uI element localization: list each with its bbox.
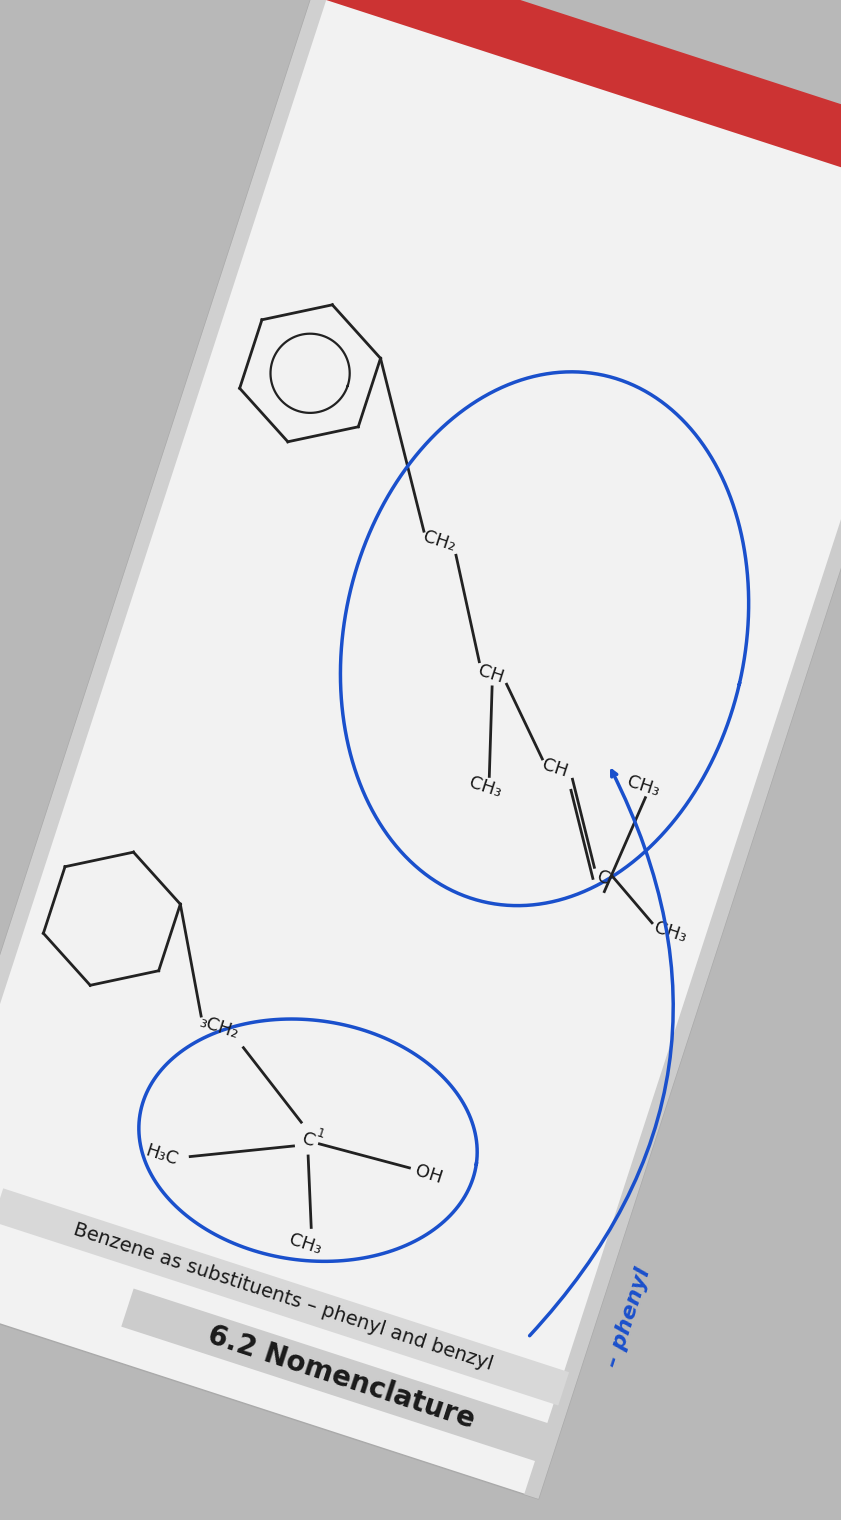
- Text: CH₂: CH₂: [420, 527, 458, 555]
- Text: C: C: [299, 1129, 317, 1151]
- Polygon shape: [0, 0, 332, 1294]
- Text: H₃C: H₃C: [142, 1142, 180, 1169]
- Polygon shape: [0, 1189, 569, 1406]
- Text: ₃CH₂: ₃CH₂: [197, 1012, 241, 1041]
- Polygon shape: [524, 182, 841, 1499]
- Polygon shape: [312, 0, 841, 205]
- Text: – phenyl: – phenyl: [603, 1266, 654, 1371]
- Text: OH: OH: [413, 1161, 444, 1187]
- Text: C: C: [595, 868, 612, 889]
- Text: CH₃: CH₃: [467, 774, 504, 801]
- Text: CH₃: CH₃: [652, 918, 689, 945]
- Text: CH: CH: [540, 755, 570, 781]
- Text: Benzene as substituents – phenyl and benzyl: Benzene as substituents – phenyl and ben…: [71, 1221, 495, 1374]
- Text: CH: CH: [476, 661, 506, 687]
- Text: 6.2 Nomenclature: 6.2 Nomenclature: [204, 1321, 479, 1433]
- Text: 1: 1: [315, 1126, 326, 1142]
- Text: CH₃: CH₃: [287, 1231, 324, 1259]
- Polygon shape: [121, 1289, 557, 1464]
- Text: CH₃: CH₃: [625, 774, 662, 801]
